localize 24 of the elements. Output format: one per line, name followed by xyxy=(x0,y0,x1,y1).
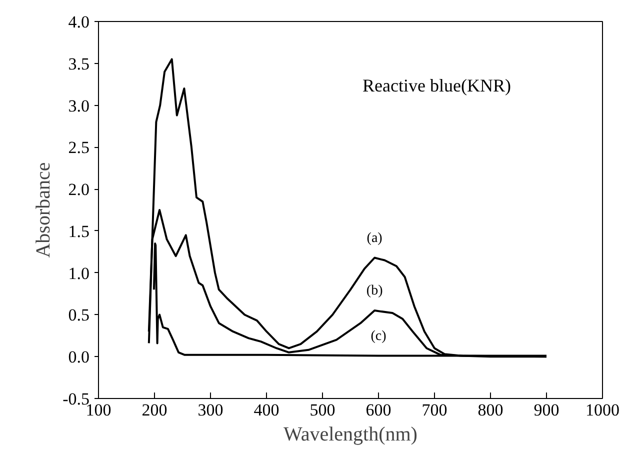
x-tick-label: 800 xyxy=(478,400,504,420)
series-label: (c) xyxy=(370,328,387,344)
x-tick-label: 400 xyxy=(254,400,280,420)
series-label: (a) xyxy=(366,230,383,246)
x-tick-label: 1000 xyxy=(586,400,620,420)
x-tick-label: 200 xyxy=(142,400,168,420)
x-tick-label: 300 xyxy=(198,400,224,420)
y-tick-label: 3.5 xyxy=(68,54,90,74)
y-tick-label: 3.0 xyxy=(68,96,90,116)
x-tick-label: 600 xyxy=(366,400,392,420)
y-tick-label: 0.0 xyxy=(68,348,90,367)
y-axis-title: Absorbance xyxy=(32,162,55,258)
annotation: Reactive blue(KNR) xyxy=(362,76,511,96)
x-tick-label: 500 xyxy=(310,400,336,420)
y-tick-label: 2.5 xyxy=(68,138,90,158)
y-tick-label: 4.0 xyxy=(68,12,90,32)
y-tick-label: 1.5 xyxy=(68,222,90,241)
series-label: (b) xyxy=(366,284,384,299)
x-tick-label: 900 xyxy=(534,400,560,420)
x-tick-label: 700 xyxy=(422,400,448,420)
y-tick-label: 1.0 xyxy=(68,264,90,283)
x-axis-title: Wavelength(nm) xyxy=(284,424,418,446)
y-tick-label: 0.5 xyxy=(68,306,90,325)
y-tick-label: 2.0 xyxy=(68,180,90,200)
